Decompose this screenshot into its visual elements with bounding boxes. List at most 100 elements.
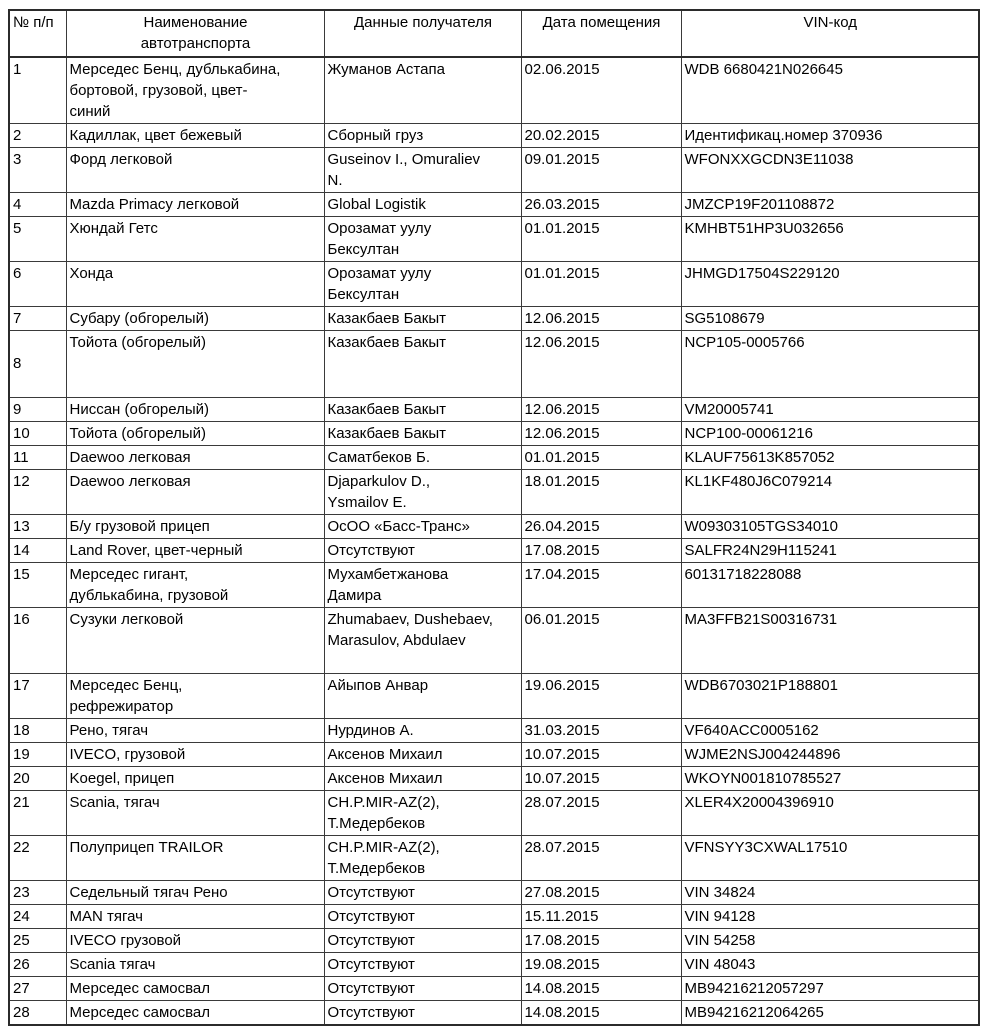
cell-vehicle-name: Daewoo легковая <box>65 469 325 515</box>
cell-vehicle-name: Koegel, прицеп <box>65 766 325 791</box>
cell-vehicle-name: Субару (обгорелый) <box>65 306 325 331</box>
table-row: 7 Субару (обгорелый) Казакбаев Бакыт 12.06.… <box>8 306 980 331</box>
cell-row-number: 6 <box>8 261 67 307</box>
header-row-number: № п/п <box>8 9 67 58</box>
cell-recipient-data: Djaparkulov D., Ysmailov E. <box>323 469 522 515</box>
cell-placement-date: 19.06.2015 <box>520 673 682 719</box>
cell-recipient-data: Отсутствуют <box>323 976 522 1001</box>
header-vin-code: VIN-код <box>680 9 980 58</box>
cell-row-number: 15 <box>8 562 67 608</box>
cell-row-number: 28 <box>8 1000 67 1026</box>
header-row: № п/п Наименование автотранспорта Данные… <box>8 9 980 58</box>
cell-row-number: 2 <box>8 123 67 148</box>
cell-recipient-data: Аксенов Михаил <box>323 766 522 791</box>
table-row: 4 Mazda Primacy легковой Global Logistik 26… <box>8 192 980 217</box>
cell-placement-date: 17.08.2015 <box>520 928 682 953</box>
table-row: 12 Daewoo легковая Djaparkulov D., Ysmailo… <box>8 469 980 515</box>
cell-recipient-data: Айыпов Анвар <box>323 673 522 719</box>
cell-recipient-data: Отсутствуют <box>323 538 522 563</box>
cell-placement-date: 10.07.2015 <box>520 766 682 791</box>
cell-recipient-data: Zhumabaev, Dushebaev, Marasulov, Abdulae… <box>323 607 522 674</box>
cell-vehicle-name: Форд легковой <box>65 147 325 193</box>
cell-vin-code: MB94216212057297 <box>680 976 980 1001</box>
cell-row-number: 19 <box>8 742 67 767</box>
cell-placement-date: 10.07.2015 <box>520 742 682 767</box>
cell-placement-date: 12.06.2015 <box>520 421 682 446</box>
cell-row-number: 4 <box>8 192 67 217</box>
cell-row-number: 27 <box>8 976 67 1001</box>
cell-row-number: 25 <box>8 928 67 953</box>
cell-recipient-data: Отсутствуют <box>323 1000 522 1026</box>
table-row: 15 Мерседес гигант, дублькабина, грузовой… <box>8 562 980 608</box>
table-row: 18 Рено, тягач Нурдинов А. 31.03.2015 VF640A… <box>8 718 980 743</box>
cell-placement-date: 09.01.2015 <box>520 147 682 193</box>
cell-vehicle-name: Хонда <box>65 261 325 307</box>
cell-row-number: 3 <box>8 147 67 193</box>
cell-vehicle-name: Land Rover, цвет-черный <box>65 538 325 563</box>
cell-vehicle-name: Scania тягач <box>65 952 325 977</box>
cell-row-number: 9 <box>8 397 67 422</box>
cell-vehicle-name: Scania, тягач <box>65 790 325 836</box>
cell-placement-date: 28.07.2015 <box>520 790 682 836</box>
cell-vin-code: KL1KF480J6C079214 <box>680 469 980 515</box>
cell-row-number: 24 <box>8 904 67 929</box>
cell-recipient-data: Орозамат уулу Бексултан <box>323 261 522 307</box>
cell-row-number: 20 <box>8 766 67 791</box>
table-row: 25 IVECO грузовой Отсутствуют 17.08.2015 VIN… <box>8 928 980 953</box>
cell-recipient-data: Мухамбетжанова Дамира <box>323 562 522 608</box>
table-row: 28 Мерседес самосвал Отсутствуют 14.08.2015… <box>8 1000 980 1026</box>
cell-row-number: 18 <box>8 718 67 743</box>
cell-recipient-data: Отсутствуют <box>323 904 522 929</box>
cell-vehicle-name: MAN тягач <box>65 904 325 929</box>
cell-row-number: 13 <box>8 514 67 539</box>
cell-row-number: 17 <box>8 673 67 719</box>
cell-recipient-data: Guseinov I., Omuraliev N. <box>323 147 522 193</box>
cell-vehicle-name: Хюндай Гетс <box>65 216 325 262</box>
cell-recipient-data: Аксенов Михаил <box>323 742 522 767</box>
cell-placement-date: 12.06.2015 <box>520 306 682 331</box>
cell-row-number: 8 <box>8 330 67 398</box>
vehicle-table-body: 1 Мерседес Бенц, дублькабина, бортовой, г… <box>8 56 980 1026</box>
cell-vin-code: VF640ACC0005162 <box>680 718 980 743</box>
table-row: 23 Седельный тягач Рено Отсутствуют 27.08.2… <box>8 880 980 905</box>
table-row: 20 Koegel, прицеп Аксенов Михаил 10.07.2015… <box>8 766 980 791</box>
cell-vin-code: VFNSYY3CXWAL17510 <box>680 835 980 881</box>
cell-vehicle-name: Мерседес Бенц, рефрежиратор <box>65 673 325 719</box>
cell-vin-code: MB94216212064265 <box>680 1000 980 1026</box>
cell-placement-date: 15.11.2015 <box>520 904 682 929</box>
cell-vehicle-name: Ниссан (обгорелый) <box>65 397 325 422</box>
cell-placement-date: 01.01.2015 <box>520 445 682 470</box>
cell-recipient-data: Казакбаев Бакыт <box>323 330 522 398</box>
cell-vehicle-name: Мерседес самосвал <box>65 1000 325 1026</box>
header-placement-date: Дата помещения <box>520 9 682 58</box>
cell-vin-code: KMHBT51HP3U032656 <box>680 216 980 262</box>
cell-recipient-data: Сборный груз <box>323 123 522 148</box>
cell-recipient-data: Казакбаев Бакыт <box>323 421 522 446</box>
cell-row-number: 16 <box>8 607 67 674</box>
table-row: 22 Полуприцеп TRAILOR CH.P.MIR-AZ(2), Т.Ме… <box>8 835 980 881</box>
table-row: 14 Land Rover, цвет-черный Отсутствуют 17.0… <box>8 538 980 563</box>
cell-placement-date: 27.08.2015 <box>520 880 682 905</box>
table-row: 5 Хюндай Гетс Орозамат уулу Бексултан 01.01… <box>8 216 980 262</box>
cell-recipient-data: Жуманов Астапа <box>323 56 522 124</box>
cell-recipient-data: Саматбеков Б. <box>323 445 522 470</box>
cell-placement-date: 17.04.2015 <box>520 562 682 608</box>
cell-placement-date: 26.04.2015 <box>520 514 682 539</box>
cell-placement-date: 02.06.2015 <box>520 56 682 124</box>
cell-vehicle-name: IVECO, грузовой <box>65 742 325 767</box>
header-recipient-data: Данные получателя <box>323 9 522 58</box>
cell-vin-code: JHMGD17504S229120 <box>680 261 980 307</box>
cell-row-number: 1 <box>8 56 67 124</box>
cell-vin-code: WDB 6680421N026645 <box>680 56 980 124</box>
cell-vin-code: NCP105-0005766 <box>680 330 980 398</box>
vehicle-registry-table: № п/п Наименование автотранспорта Данные… <box>8 9 980 1026</box>
cell-recipient-data: CH.P.MIR-AZ(2), Т.Медербеков <box>323 790 522 836</box>
cell-placement-date: 01.01.2015 <box>520 261 682 307</box>
cell-vehicle-name: Б/у грузовой прицеп <box>65 514 325 539</box>
cell-placement-date: 26.03.2015 <box>520 192 682 217</box>
cell-recipient-data: Global Logistik <box>323 192 522 217</box>
cell-placement-date: 17.08.2015 <box>520 538 682 563</box>
cell-row-number: 22 <box>8 835 67 881</box>
table-row: 24 MAN тягач Отсутствуют 15.11.2015 VIN 9412… <box>8 904 980 929</box>
cell-recipient-data: Отсутствуют <box>323 880 522 905</box>
